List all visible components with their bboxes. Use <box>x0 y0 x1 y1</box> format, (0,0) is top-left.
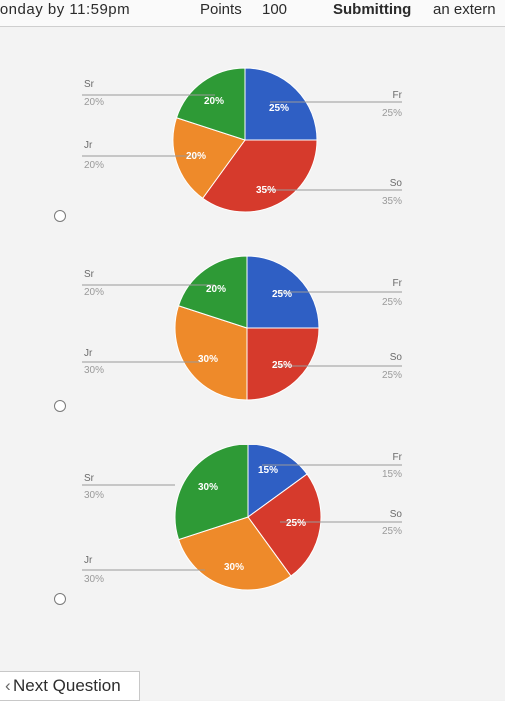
slice-label-sr: 30% <box>198 482 218 493</box>
pie-slice-so <box>201 139 318 213</box>
slice-label-so: 35% <box>256 185 276 196</box>
answer-option-1-radio[interactable] <box>54 210 66 222</box>
pie-label-jr: Jr <box>84 348 93 359</box>
pie-label-sr: Sr <box>84 473 95 484</box>
answer-option-3-radio[interactable] <box>54 593 66 605</box>
pie-label-so: So <box>390 509 403 520</box>
points-label: Points <box>200 1 242 18</box>
answer-option-1-chart: Sr 20% Jr 20% Fr 25% So 35% 20% 25% 20% … <box>82 67 403 213</box>
pie-label-fr: Fr <box>393 278 403 289</box>
slice-label-fr: 25% <box>272 289 292 300</box>
slice-label-fr: 15% <box>258 465 278 476</box>
pie-slice-sr <box>177 255 248 329</box>
pie-label-so: So <box>390 352 403 363</box>
pie-label-so: So <box>390 178 403 189</box>
pie-slice-jr <box>177 516 292 591</box>
answer-option-2-chart: Sr 20% Jr 30% Fr 25% So 25% 20% 25% 30% … <box>82 255 403 401</box>
pie-value-sr: 20% <box>84 287 104 298</box>
pie-slice-fr <box>247 445 308 518</box>
pie-label-fr: Fr <box>393 90 403 101</box>
pie-slices <box>174 255 320 401</box>
pie-label-jr: Jr <box>84 555 93 566</box>
slice-label-so: 25% <box>286 518 306 529</box>
chevron-left-icon: ‹ <box>5 676 11 695</box>
slice-label-jr: 20% <box>186 151 206 162</box>
pie-value-sr: 20% <box>84 97 104 108</box>
pie-label-fr: Fr <box>393 452 403 463</box>
pie-label-sr: Sr <box>84 269 95 280</box>
pie-value-fr: 15% <box>382 469 402 480</box>
pie-value-sr: 30% <box>84 490 104 501</box>
pie-slice-sr <box>175 67 246 141</box>
submitting-label: Submitting <box>333 1 412 18</box>
next-question-button[interactable]: ‹ Next Question <box>0 671 140 701</box>
slice-label-sr: 20% <box>204 96 224 107</box>
slice-label-jr: 30% <box>198 354 218 365</box>
pie-value-fr: 25% <box>382 297 402 308</box>
pie-slice-so <box>246 327 320 401</box>
pie-slice-sr <box>174 445 249 541</box>
answer-option-3-chart: Sr 30% Jr 30% Fr 15% So 25% 30% 15% 30% … <box>82 445 403 591</box>
pie-value-so: 35% <box>382 196 402 207</box>
pie-slice-jr <box>174 305 248 401</box>
submitting-value: an extern <box>433 1 496 18</box>
pie-slice-fr <box>244 67 318 141</box>
pie-slice-so <box>247 473 322 577</box>
pie-value-jr: 30% <box>84 365 104 376</box>
pie-label-sr: Sr <box>84 79 95 90</box>
slice-label-so: 25% <box>272 360 292 371</box>
pie-slices <box>172 67 318 213</box>
points-value: 100 <box>262 1 288 18</box>
pie-value-so: 25% <box>382 370 402 381</box>
assignment-header: londay by 11:59pm Points 100 Submitting … <box>0 0 505 27</box>
slice-label-jr: 30% <box>224 562 244 573</box>
pie-slice-jr <box>172 117 246 199</box>
pie-value-so: 25% <box>382 526 402 537</box>
pie-value-jr: 30% <box>84 574 104 585</box>
pie-slices <box>174 445 322 591</box>
slice-label-fr: 25% <box>269 103 289 114</box>
slice-label-sr: 20% <box>206 284 226 295</box>
pie-value-jr: 20% <box>84 160 104 171</box>
answer-option-2-radio[interactable] <box>54 400 66 412</box>
pie-value-fr: 25% <box>382 108 402 119</box>
next-question-label: Next Question <box>13 676 121 695</box>
pie-label-jr: Jr <box>84 140 93 151</box>
due-date: londay by 11:59pm <box>0 1 131 18</box>
